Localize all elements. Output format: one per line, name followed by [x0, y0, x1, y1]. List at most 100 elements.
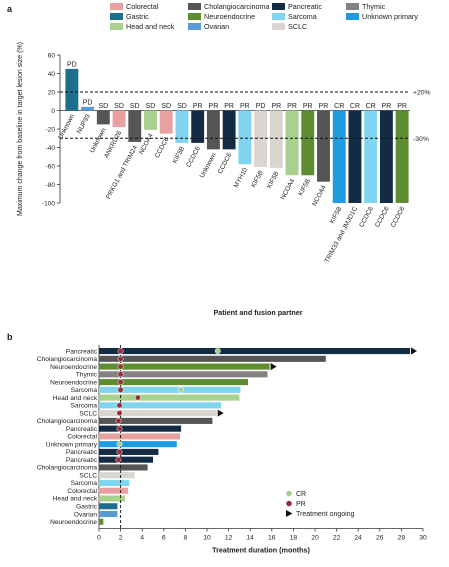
b-x-tick-label: 0	[97, 534, 101, 541]
a-y-tick-label: 60	[48, 53, 56, 60]
b-bar	[99, 441, 177, 448]
b-bar	[99, 495, 125, 502]
a-x-tick-label: KIF5B	[266, 171, 281, 190]
b-bar	[99, 371, 268, 378]
a-bar	[332, 110, 346, 203]
b-legend-label: Treatment ongoing	[296, 511, 355, 518]
b-x-axis-label: Treatment duration (months)	[212, 545, 310, 554]
b-row-label: Head and neck	[53, 395, 98, 402]
a-bar-response-label: PR	[209, 103, 219, 110]
a-bar	[65, 68, 79, 111]
b-response-marker	[178, 386, 185, 393]
b-row-label: SCLC	[79, 472, 97, 479]
a-x-tick-label: MYH10	[233, 166, 250, 189]
legend-label: SCLC	[288, 22, 307, 31]
b-x-tick-label: 8	[184, 534, 188, 541]
b-row-label: Pancreatic	[66, 348, 98, 355]
b-response-marker	[115, 417, 122, 424]
b-bar	[99, 472, 135, 479]
b-response-marker	[116, 425, 123, 432]
b-response-marker	[117, 363, 124, 370]
legend-label: Ovarian	[204, 22, 229, 31]
b-row-label: Cholangiocarcinoma	[37, 465, 97, 472]
b-ongoing-marker	[270, 363, 277, 371]
b-row-label: Unknown primary	[46, 441, 98, 448]
b-response-marker	[117, 355, 124, 362]
a-bar-response-label: PD	[256, 103, 266, 110]
b-row-label: Thymic	[76, 372, 98, 379]
b-bar	[99, 386, 241, 393]
a-bar-response-label: CR	[350, 103, 360, 110]
legend-label: Colorectal	[126, 2, 159, 11]
b-x-tick-label: 18	[290, 534, 298, 541]
a-bar	[364, 110, 378, 203]
b-x-tick-label: 24	[354, 534, 362, 541]
a-x-tick-label: NCOA4	[311, 184, 328, 207]
a-bar-response-label: PD	[67, 61, 77, 68]
b-legend-marker	[286, 500, 292, 507]
a-x-tick-label: CCDC6	[217, 152, 234, 175]
legend-swatch	[346, 13, 359, 20]
legend-label: Neuroendocrine	[204, 12, 255, 21]
b-bar	[99, 433, 180, 440]
legend-label: Cholangiocarcinoma	[204, 2, 270, 11]
b-bar	[99, 487, 129, 494]
b-row-label: Pancreatic	[66, 457, 98, 464]
a-bar	[254, 110, 268, 167]
a-reference-label: -30%	[413, 136, 429, 143]
a-reference-label: +20%	[413, 90, 431, 97]
a-bar	[395, 110, 409, 203]
a-bar-response-label: PR	[287, 103, 297, 110]
b-row-label: Pancreatic	[66, 426, 98, 433]
a-bar-response-label: PR	[319, 103, 329, 110]
a-x-tick-label: KIF5B	[297, 178, 312, 197]
a-x-axis-label: Patient and fusion partner	[213, 308, 302, 317]
b-x-tick-label: 10	[203, 534, 211, 541]
a-bar	[81, 106, 95, 111]
b-row-label: Neuroendocrine	[50, 379, 97, 386]
b-bar	[99, 425, 182, 432]
b-response-marker	[117, 386, 124, 393]
legend-swatch	[188, 3, 201, 10]
b-row-label: Colorectal	[67, 488, 97, 495]
a-y-tick-label: 20	[48, 90, 56, 97]
a-y-tick-label: -80	[46, 182, 56, 189]
b-response-marker	[117, 379, 124, 386]
a-bar	[285, 110, 299, 176]
a-bar	[112, 110, 126, 128]
b-bar	[99, 402, 222, 409]
a-bar-response-label: PR	[271, 103, 281, 110]
a-bar	[96, 110, 110, 125]
b-response-marker	[134, 394, 141, 401]
a-y-tick-label: -60	[46, 164, 56, 171]
b-row-label: Cholangiocarcinoma	[37, 356, 97, 363]
legend-swatch	[346, 3, 359, 10]
a-bar	[317, 110, 330, 182]
legend-swatch	[188, 13, 201, 20]
a-bar-response-label: PR	[303, 103, 313, 110]
a-bar	[159, 110, 173, 134]
legend-label: Pancreatic	[288, 2, 322, 11]
a-bar-response-label: SD	[146, 103, 156, 110]
a-y-axis-label: Maximum change from baseline in target l…	[17, 42, 24, 216]
b-row-label: Head and neck	[53, 496, 98, 503]
b-bar	[99, 363, 270, 370]
a-bar	[222, 110, 236, 150]
a-x-tick-label: Unknown	[89, 127, 108, 155]
a-x-tick-label: KIF5B	[250, 170, 265, 189]
a-x-tick-label: NCOA4	[280, 178, 297, 201]
legend-swatch	[272, 3, 285, 10]
b-row-label: Sarcoma	[71, 403, 98, 410]
a-x-tick-label: KIF5B	[172, 146, 187, 165]
b-bar	[99, 417, 213, 424]
a-bar	[191, 110, 205, 143]
b-response-marker	[115, 456, 122, 463]
a-bar	[175, 110, 189, 143]
a-x-tick-label: CCDC6	[390, 205, 407, 228]
a-bar-response-label: CR	[334, 103, 344, 110]
a-bar-response-label: PD	[83, 99, 93, 106]
b-row-label: Neuroendocrine	[50, 519, 97, 526]
a-y-tick-label: -100	[42, 201, 55, 208]
b-bar	[99, 510, 118, 518]
